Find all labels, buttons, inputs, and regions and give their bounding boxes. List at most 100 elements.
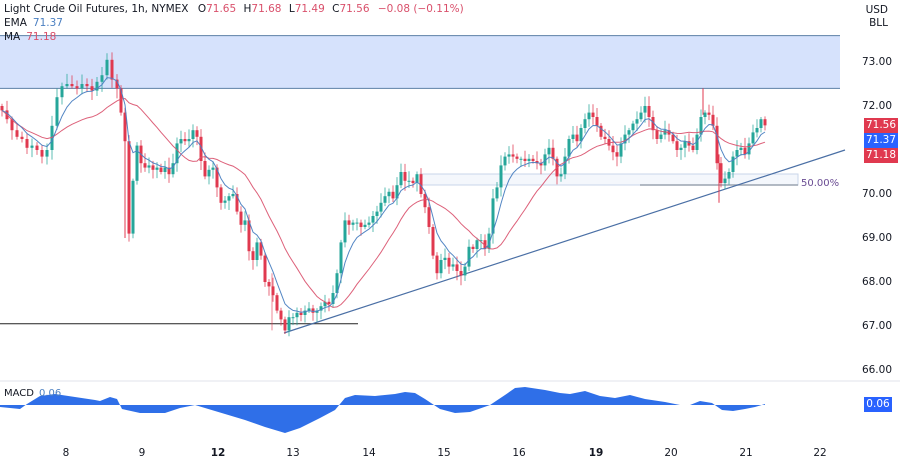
candle-down: [271, 286, 275, 296]
candle-down: [127, 141, 131, 234]
candle-down: [455, 264, 459, 271]
candle-down: [199, 136, 203, 161]
candle-down: [651, 117, 655, 131]
candle-up: [387, 191, 391, 197]
candle-up: [379, 202, 383, 212]
candle-down: [203, 161, 207, 177]
candle-up: [155, 167, 159, 170]
candle-up: [487, 233, 491, 249]
candle-up: [739, 147, 743, 150]
candle-down: [595, 117, 599, 126]
candle-down: [551, 147, 555, 159]
candle-down: [40, 150, 44, 157]
candle-up: [179, 139, 183, 144]
y-tick-label: 67.00: [861, 320, 892, 332]
candle-up: [491, 198, 495, 234]
candle-down: [675, 141, 679, 150]
candle-up: [495, 187, 499, 199]
candle-up: [351, 222, 355, 225]
ma-price-tag: 71.18: [864, 148, 898, 163]
candle-up: [631, 123, 635, 131]
candle-up: [583, 119, 587, 128]
ema-value: 71.37: [32, 17, 63, 29]
candle-up: [415, 174, 419, 183]
candle-up: [315, 310, 319, 313]
candle-down: [251, 251, 255, 260]
ma-row[interactable]: MA 71.18: [4, 30, 464, 44]
candle-up: [207, 169, 211, 177]
candle-down: [447, 257, 451, 267]
candle-down: [763, 119, 767, 126]
candle-down: [10, 119, 14, 131]
candle-down: [119, 88, 123, 113]
candle-down: [115, 79, 119, 89]
ascending-trendline: [283, 149, 846, 334]
candle-down: [539, 163, 543, 166]
candle-up: [683, 141, 687, 148]
candle-down: [743, 147, 747, 155]
candle-up: [559, 174, 563, 177]
candle-down: [0, 106, 4, 111]
candle-down: [483, 240, 487, 249]
x-tick-label: 20: [664, 447, 678, 459]
ema-row[interactable]: EMA 71.37: [4, 16, 464, 30]
macd-label: MACD: [4, 388, 34, 399]
candle-up: [451, 264, 455, 267]
candle-down: [267, 282, 271, 287]
candle-up: [335, 273, 339, 293]
y-tick-label: 68.00: [861, 276, 892, 288]
candle-up: [371, 216, 375, 223]
candle-down: [531, 158, 535, 161]
macd-value: 0.06: [38, 388, 62, 399]
x-tick-label: 19: [588, 447, 604, 459]
x-tick-label: 21: [739, 447, 753, 459]
candle-down: [167, 167, 171, 175]
candle-down: [611, 145, 615, 153]
candle-up: [339, 242, 343, 274]
ma-line: [1, 97, 766, 308]
candle-up: [383, 196, 387, 203]
x-tick-label: 9: [138, 447, 146, 459]
candle-up: [395, 185, 399, 199]
candle-up: [30, 145, 34, 148]
currency-label: USD: [865, 4, 888, 16]
candle-down: [419, 174, 423, 194]
macd-legend[interactable]: MACD 0.06: [4, 388, 61, 399]
candle-down: [327, 301, 331, 304]
candle-down: [75, 86, 79, 89]
candle-down: [219, 187, 223, 203]
candle-down: [279, 310, 283, 320]
candle-up: [187, 139, 191, 142]
candle-down: [603, 136, 607, 139]
candle-down: [151, 165, 155, 170]
candle-up: [191, 130, 195, 139]
candle-up: [519, 158, 523, 160]
candle-up: [679, 147, 683, 150]
candle-down: [687, 141, 691, 146]
y-tick-label: 69.00: [861, 232, 892, 244]
candle-down: [523, 158, 527, 161]
open-value: 71.65: [206, 3, 237, 15]
x-tick-label: 15: [437, 447, 451, 459]
high-value: 71.68: [251, 3, 282, 15]
candle-down: [411, 180, 415, 183]
ma-label: MA: [4, 31, 21, 43]
candle-down: [110, 59, 114, 80]
candle-down: [715, 125, 719, 164]
resistance-zone: [0, 35, 840, 89]
candle-up: [467, 246, 471, 267]
ema-line: [1, 77, 766, 313]
candle-up: [619, 143, 623, 157]
y-tick-label: 66.00: [861, 364, 892, 376]
candle-up: [759, 119, 763, 128]
candle-down: [143, 163, 147, 168]
candle-up: [363, 224, 367, 227]
candle-up: [147, 165, 151, 168]
candle-down: [459, 271, 463, 276]
candle-down: [275, 295, 279, 311]
candle-up: [135, 145, 139, 181]
candle-up: [503, 156, 507, 166]
candle-up: [479, 240, 483, 242]
candle-down: [215, 167, 219, 188]
